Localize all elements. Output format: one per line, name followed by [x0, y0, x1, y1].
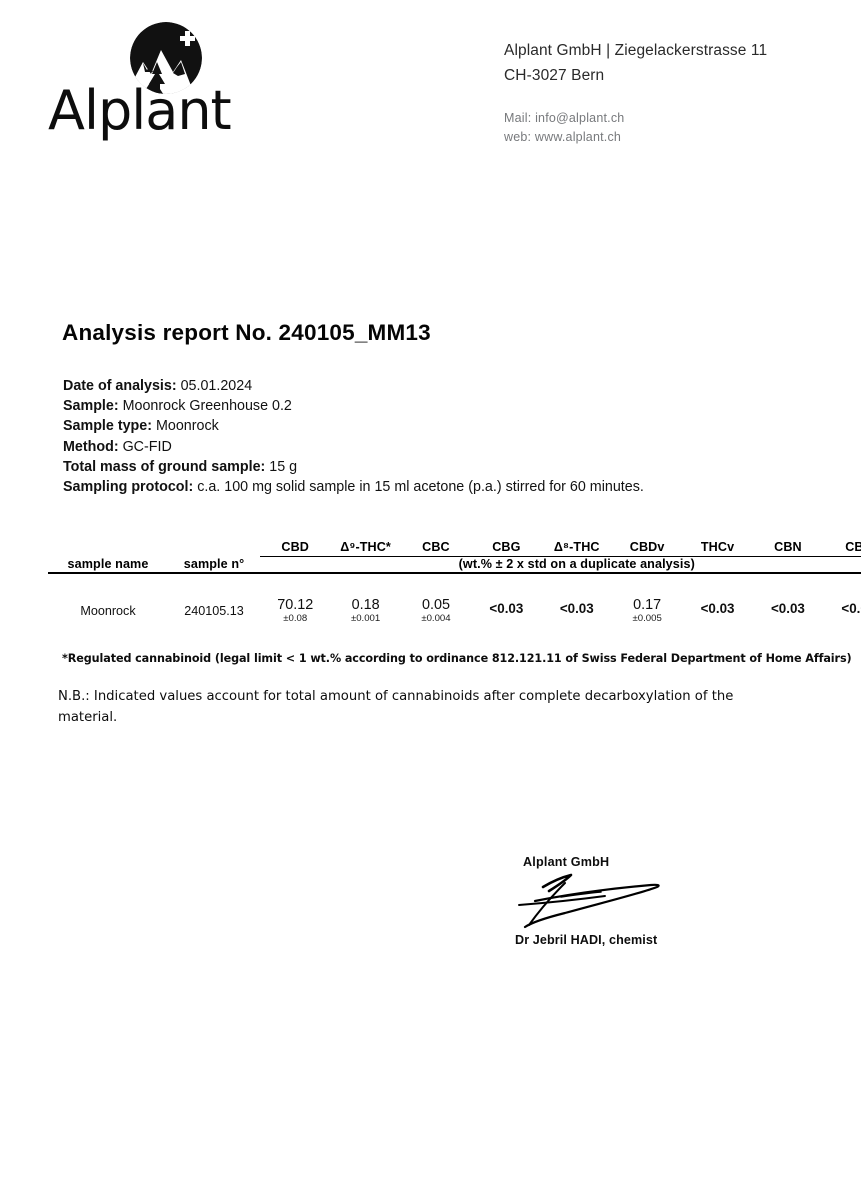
value-main: <0.03	[700, 601, 735, 616]
metadata-label: Date of analysis:	[63, 378, 177, 394]
metadata-value: Moonrock	[152, 418, 219, 435]
cell-analyte-value: 70.12 ±0.08	[260, 597, 330, 625]
metadata-label: Method:	[63, 438, 119, 455]
value-main: <0.03	[770, 601, 805, 616]
cell-analyte-value: <0.03	[682, 597, 752, 625]
metadata-row: Date of analysis: 05.01.2024	[63, 376, 703, 396]
letterhead: Alplant Alplant GmbH | Ziegelackerstrass…	[0, 14, 861, 164]
table-spacer	[48, 573, 861, 597]
cell-analyte-value: 0.05 ±0.004	[401, 597, 471, 625]
cell-analyte-value: <0.03	[471, 597, 541, 625]
brand-logo: Alplant	[48, 22, 278, 152]
header-analyte: CBG	[492, 540, 521, 554]
metadata-label: Sample:	[63, 398, 119, 415]
metadata-row: Sampling protocol: c.a. 100 mg solid sam…	[63, 477, 703, 497]
header-analyte: CBC	[422, 540, 450, 554]
value-std: ±0.08	[283, 613, 308, 624]
analysis-table: sample name sample n° CBD Δ⁹-THC* CBC CB…	[48, 540, 861, 625]
header-analyte: CBD	[281, 540, 309, 554]
signature-company: Alplant GmbH	[523, 855, 610, 869]
metadata-label: Sampling protocol:	[63, 479, 194, 496]
page-title: Analysis report No. 240105_MM13	[62, 320, 431, 345]
units-note: (wt.% ± 2 x std on a duplicate analysis)	[458, 557, 695, 571]
metadata-value: 05.01.2024	[176, 378, 253, 394]
handwritten-signature	[505, 869, 685, 931]
header-analyte: THCv	[700, 540, 735, 554]
alpine-mountain-swiss-cross-logo	[123, 22, 209, 100]
value-main: <0.03	[841, 601, 861, 616]
regulated-cannabinoid-footnote: *Regulated cannabinoid (legal limit < 1 …	[62, 652, 852, 665]
value-std: ±0.004	[421, 613, 451, 624]
cell-analyte-value: <0.03	[823, 597, 861, 625]
signature-block: Alplant GmbH Dr Jebril HADI, chemist	[505, 855, 735, 955]
cell-analyte-value: 0.18 ±0.001	[330, 597, 400, 625]
value-main: 70.12	[277, 597, 314, 613]
metadata-value: c.a. 100 mg solid sample in 15 ml aceton…	[193, 479, 644, 496]
metadata-value: Moonrock Greenhouse 0.2	[118, 398, 292, 415]
cell-analyte-value: <0.03	[753, 597, 823, 625]
header-analyte: Δ⁸-THC	[553, 540, 600, 554]
value-std: ±0.001	[350, 613, 381, 624]
header-sample-number: sample n°	[183, 557, 245, 571]
report-metadata: Date of analysis: 05.01.2024 Sample: Moo…	[63, 376, 703, 497]
value-main: <0.03	[489, 601, 524, 616]
value-main: 0.05	[421, 597, 450, 613]
metadata-row: Sample type: Moonrock	[63, 416, 703, 436]
header-sample-name: sample name	[67, 557, 149, 571]
logo-wordmark: Alplant	[48, 79, 232, 142]
metadata-label: Sample type:	[63, 418, 152, 435]
signature-name: Dr Jebril HADI, chemist	[515, 933, 658, 947]
cell-sample-number: 240105.13	[184, 604, 244, 618]
analysis-table-container: sample name sample n° CBD Δ⁹-THC* CBC CB…	[48, 540, 861, 625]
metadata-row: Total mass of ground sample: 15 g	[63, 457, 703, 477]
company-website-line: web: www.alplant.ch	[504, 130, 622, 144]
metadata-row: Sample: Moonrock Greenhouse 0.2	[63, 396, 703, 416]
header-analyte: Δ⁹-THC*	[340, 540, 391, 554]
company-address-line: Alplant GmbH | Ziegelackerstrasse 11	[504, 42, 768, 59]
table-header-rule	[48, 554, 861, 557]
value-std: ±0.005	[632, 613, 662, 624]
cell-sample-name: Moonrock	[80, 604, 136, 618]
company-email-line: Mail: info@alplant.ch	[504, 111, 625, 125]
header-analyte: CBDv	[629, 540, 665, 554]
metadata-value: GC-FID	[118, 438, 172, 455]
cell-analyte-value: 0.17 ±0.005	[612, 597, 682, 625]
company-contact: Mail: info@alplant.ch web: www.alplant.c…	[504, 109, 844, 147]
header-bottom-rule	[48, 571, 861, 574]
nb-note: N.B.: Indicated values account for total…	[58, 689, 734, 725]
table-header-bottom-rule	[48, 571, 861, 574]
metadata-value: 15 g	[265, 458, 298, 475]
table-header-analytes: sample name sample n° CBD Δ⁹-THC* CBC CB…	[48, 540, 861, 571]
cell-analyte-value: <0.03	[542, 597, 612, 625]
table-header-units: (wt.% ± 2 x std on a duplicate analysis)	[48, 557, 861, 571]
value-main: 0.17	[633, 597, 662, 613]
header-analyte: CBL	[845, 540, 861, 554]
value-main: <0.03	[559, 601, 594, 616]
metadata-row: Method: GC-FID	[63, 437, 703, 457]
company-address-line: CH-3027 Bern	[504, 67, 605, 84]
analyte-group-rule	[260, 554, 861, 557]
metadata-label: Total mass of ground sample:	[63, 458, 266, 475]
company-address: Alplant GmbH | Ziegelackerstrasse 11 CH-…	[504, 38, 844, 88]
value-main: 0.18	[351, 597, 380, 613]
table-row: Moonrock 240105.13 70.12 ±0.08 0.18 ±0.0…	[48, 597, 861, 625]
header-analyte: CBN	[774, 540, 802, 554]
